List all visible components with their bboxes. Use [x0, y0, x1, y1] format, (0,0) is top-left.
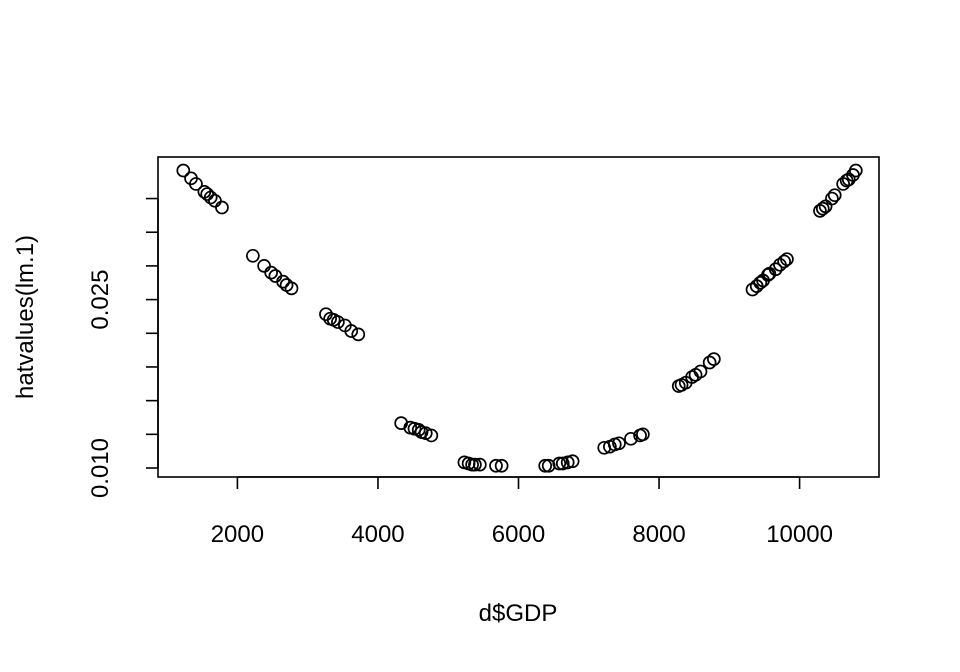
data-point	[702, 355, 717, 370]
data-point	[331, 315, 345, 329]
data-point	[753, 275, 768, 290]
data-point	[780, 252, 794, 267]
x-tick-label: 6000	[492, 521, 545, 548]
data-point	[351, 327, 366, 342]
data-point	[827, 188, 842, 203]
data-point	[215, 200, 229, 215]
plot-border	[157, 156, 880, 478]
data-point	[541, 458, 556, 473]
data-point	[472, 457, 487, 472]
data-point	[555, 456, 570, 471]
data-point	[825, 191, 839, 206]
data-point	[257, 259, 271, 273]
data-point	[848, 163, 863, 178]
data-point	[745, 282, 760, 297]
data-point	[264, 265, 278, 280]
x-tick-label: 10000	[766, 521, 833, 548]
data-point	[424, 428, 439, 443]
data-point	[707, 352, 721, 366]
data-point	[494, 458, 509, 473]
data-point	[284, 281, 299, 296]
data-point	[203, 190, 218, 205]
data-point	[624, 431, 638, 446]
data-point	[468, 457, 482, 472]
data-point	[344, 324, 359, 338]
data-point	[565, 454, 580, 469]
data-point	[768, 262, 783, 277]
data-point	[489, 458, 503, 473]
data-point	[538, 458, 553, 473]
y-tick-label: 0.010	[87, 438, 114, 498]
data-point	[200, 187, 215, 201]
x-tick-label: 2000	[211, 521, 264, 548]
x-axis-title: d$GDP	[479, 600, 558, 627]
y-axis-title: hatvalues(lm.1)	[12, 235, 39, 399]
data-point	[411, 422, 426, 437]
data-point	[841, 172, 856, 187]
data-point	[276, 274, 290, 289]
data-point	[560, 455, 575, 470]
x-tick-label: 8000	[632, 521, 685, 548]
data-point	[176, 163, 191, 178]
y-tick-label: 0.025	[87, 270, 114, 330]
y-axis: 0.010 0.025	[87, 197, 159, 498]
data-point	[693, 364, 708, 379]
x-tick-label: 4000	[351, 521, 404, 548]
x-axis: 2000 4000 6000 8000 10000	[211, 476, 833, 548]
data-point	[552, 456, 567, 471]
data-points	[176, 163, 863, 473]
data-point	[612, 436, 626, 451]
data-point	[246, 248, 260, 263]
data-point	[777, 254, 791, 269]
data-point	[189, 177, 203, 191]
data-point	[636, 427, 650, 442]
data-point	[815, 201, 830, 216]
